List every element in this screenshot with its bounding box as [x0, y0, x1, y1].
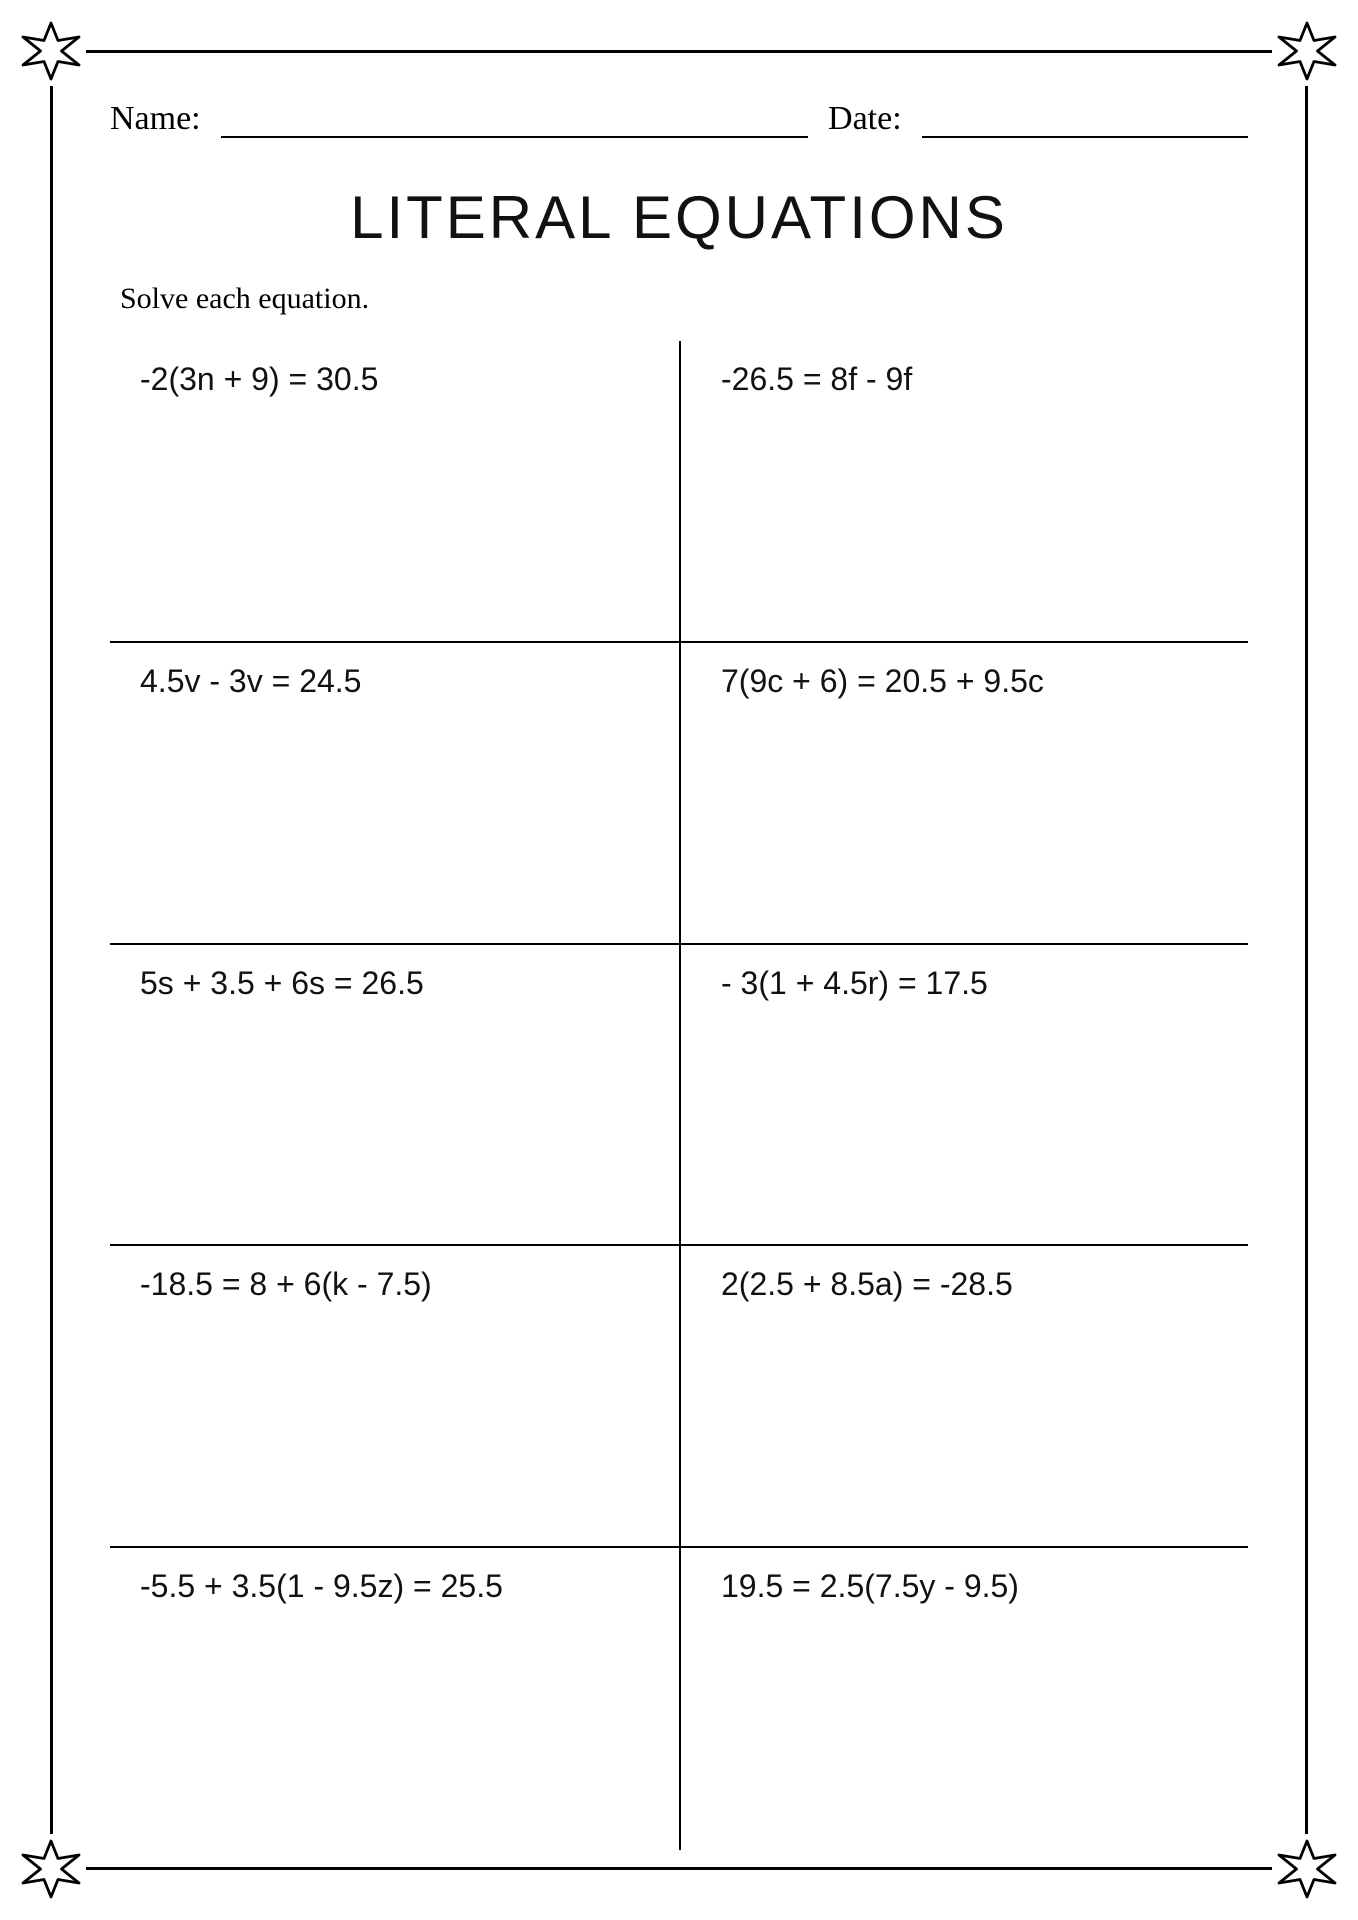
equation-cell: -18.5 = 8 + 6(k - 7.5)	[110, 1246, 679, 1548]
corner-cross-icon	[16, 1834, 86, 1904]
equation-text: - 3(1 + 4.5r) = 17.5	[721, 965, 988, 1001]
equation-text: 2(2.5 + 8.5a) = -28.5	[721, 1266, 1013, 1302]
header-row: Name: Date:	[100, 100, 1258, 138]
worksheet-title: LITERAL EQUATIONS	[100, 183, 1258, 252]
equation-text: 4.5v - 3v = 24.5	[140, 663, 361, 699]
date-blank-line[interactable]	[922, 104, 1248, 138]
equation-text: -26.5 = 8f - 9f	[721, 361, 912, 397]
equation-cell: -26.5 = 8f - 9f	[679, 341, 1248, 643]
equation-cell: - 3(1 + 4.5r) = 17.5	[679, 945, 1248, 1247]
equation-text: 5s + 3.5 + 6s = 26.5	[140, 965, 424, 1001]
equation-grid: -2(3n + 9) = 30.5 -26.5 = 8f - 9f 4.5v -…	[110, 341, 1248, 1850]
name-label: Name:	[110, 100, 201, 138]
equation-cell: 19.5 = 2.5(7.5y - 9.5)	[679, 1548, 1248, 1850]
instructions-text: Solve each equation.	[120, 282, 1258, 316]
equation-cell: 7(9c + 6) = 20.5 + 9.5c	[679, 643, 1248, 945]
corner-cross-icon	[1272, 16, 1342, 86]
equation-text: -5.5 + 3.5(1 - 9.5z) = 25.5	[140, 1568, 503, 1604]
equation-cell: -2(3n + 9) = 30.5	[110, 341, 679, 643]
equation-text: -18.5 = 8 + 6(k - 7.5)	[140, 1266, 432, 1302]
corner-cross-icon	[16, 16, 86, 86]
name-blank-line[interactable]	[221, 104, 808, 138]
equation-cell: -5.5 + 3.5(1 - 9.5z) = 25.5	[110, 1548, 679, 1850]
equation-cell: 4.5v - 3v = 24.5	[110, 643, 679, 945]
equation-text: 19.5 = 2.5(7.5y - 9.5)	[721, 1568, 1019, 1604]
equation-text: 7(9c + 6) = 20.5 + 9.5c	[721, 663, 1044, 699]
date-label: Date:	[828, 100, 902, 138]
equation-cell: 2(2.5 + 8.5a) = -28.5	[679, 1246, 1248, 1548]
equation-cell: 5s + 3.5 + 6s = 26.5	[110, 945, 679, 1247]
equation-text: -2(3n + 9) = 30.5	[140, 361, 378, 397]
worksheet-content: Name: Date: LITERAL EQUATIONS Solve each…	[100, 100, 1258, 1850]
corner-cross-icon	[1272, 1834, 1342, 1904]
